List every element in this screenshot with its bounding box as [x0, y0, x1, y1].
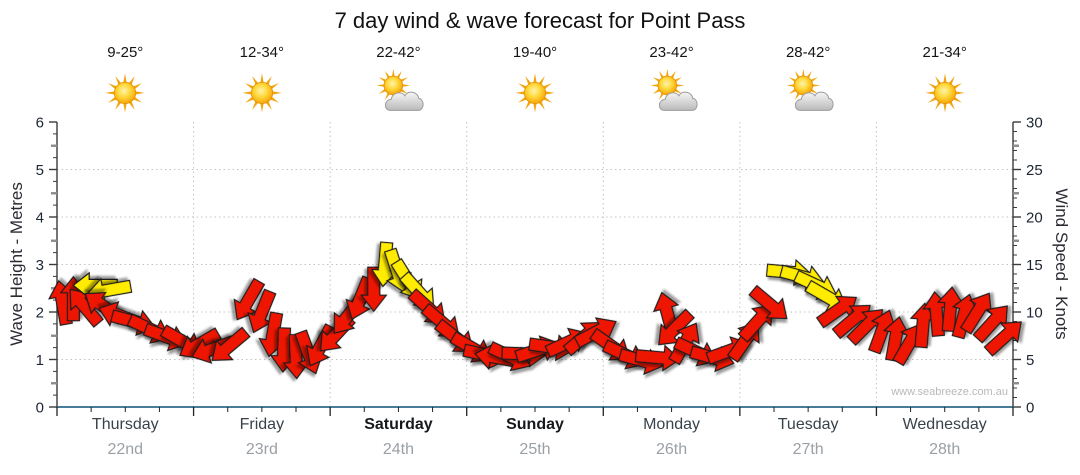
- wind-arrow: [69, 288, 104, 328]
- day-temp-range: 12-34°: [239, 44, 285, 61]
- sun-cloud-icon: [370, 64, 426, 120]
- wind-arrow: [983, 321, 1022, 357]
- day-date-label: 23rd: [245, 441, 278, 458]
- wind-arrow: [748, 284, 788, 320]
- svg-text:30: 30: [1026, 115, 1043, 132]
- day-name-label: Friday: [239, 416, 285, 433]
- wind-arrow: [867, 309, 897, 355]
- svg-text:3: 3: [36, 257, 44, 274]
- watermark: www.seabreeze.com.au: [891, 386, 1008, 398]
- svg-text:5: 5: [1026, 352, 1034, 369]
- wind-arrow: [658, 308, 695, 346]
- svg-text:4: 4: [36, 210, 44, 227]
- svg-text:0: 0: [36, 400, 44, 417]
- day-name-label: Saturday: [364, 416, 433, 433]
- sun-icon: [97, 64, 153, 120]
- day-name-label: Wednesday: [902, 416, 987, 433]
- wind-arrow: [959, 292, 993, 335]
- day-date-label: 28th: [929, 441, 961, 458]
- sun-cloud-icon: [780, 64, 836, 120]
- sun-cloud-icon: [644, 64, 700, 120]
- svg-text:10: 10: [1026, 305, 1043, 322]
- day-name-label: Sunday: [506, 416, 564, 433]
- sun-icon: [507, 64, 563, 120]
- day-date-label: 26th: [655, 441, 688, 458]
- wind-arrow: [211, 326, 251, 361]
- svg-text:20: 20: [1026, 210, 1043, 227]
- sun-icon: [234, 64, 290, 120]
- sun-icon: [917, 64, 973, 120]
- wind-arrow: [360, 266, 388, 313]
- page-title: 7 day wind & wave forecast for Point Pas…: [334, 8, 746, 33]
- wind-arrow: [972, 305, 1008, 344]
- wind-arrow: [951, 293, 979, 340]
- day-temp-range: 9-25°: [107, 44, 144, 61]
- day-temp-range: 23-42°: [649, 44, 694, 61]
- svg-text:5: 5: [36, 162, 44, 179]
- day-date-label: 24th: [382, 441, 414, 458]
- day-temp-range: 28-42°: [785, 44, 831, 61]
- svg-text:6: 6: [36, 115, 44, 132]
- day-name-label: Thursday: [91, 416, 159, 433]
- day-name-label: Tuesday: [777, 416, 839, 433]
- svg-text:15: 15: [1026, 257, 1043, 274]
- day-temp-range: 19-40°: [512, 44, 558, 61]
- wind-arrow: [233, 277, 266, 321]
- svg-text:25: 25: [1026, 162, 1043, 179]
- wind-arrow: [345, 275, 375, 321]
- day-date-label: 22nd: [107, 441, 144, 458]
- day-date-label: 25th: [519, 441, 551, 458]
- day-date-label: 27th: [792, 441, 824, 458]
- svg-text:1: 1: [36, 352, 44, 369]
- wind-arrow: [634, 344, 681, 372]
- svg-text:2: 2: [36, 305, 44, 322]
- svg-text:0: 0: [1026, 400, 1034, 417]
- day-temp-range: 22-42°: [376, 44, 421, 61]
- day-name-label: Monday: [643, 416, 701, 433]
- day-temp-range: 21-34°: [922, 44, 967, 61]
